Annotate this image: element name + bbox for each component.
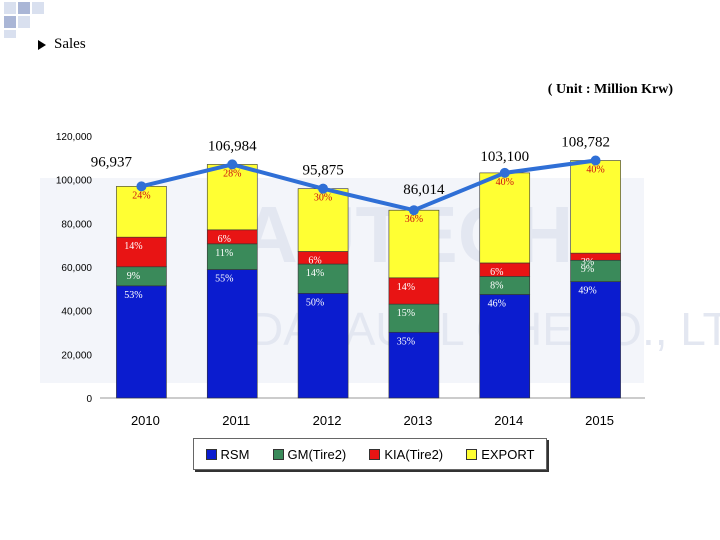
bar-segment [570,160,621,254]
bar-percent-label: 9% [581,264,594,275]
bar-segment [479,276,531,295]
bar-percent-label: 6% [490,267,503,278]
total-point [227,159,238,170]
legend-label-export: EXPORT [481,446,535,462]
x-tick-label: 2011 [222,413,250,428]
total-point [318,183,329,194]
legend-label-gm: GM(Tire2) [287,446,347,462]
bar-segment [479,262,531,277]
bar-segment [570,259,621,282]
legend-swatch-export [466,448,478,460]
bar-percent-label: 6% [218,234,231,245]
bar-percent-label: 36% [405,214,423,225]
bar-segment [116,285,167,399]
total-point [136,181,147,192]
bar-segment [206,269,258,399]
y-tick-label: 100,000 [56,176,93,187]
page-title: Sales [38,36,86,53]
total-label: 86,014 [403,182,445,198]
bar-percent-label: 40% [496,177,514,188]
x-tick-label: 2010 [131,413,160,428]
corner-decoration [0,0,60,40]
bar-percent-label: 8% [490,280,503,291]
legend-swatch-kia [369,448,381,460]
x-tick-label: 2012 [313,413,342,428]
legend-swatch-gm [272,448,284,460]
bar-segment [206,229,258,245]
x-tick-label: 2014 [494,413,523,428]
y-tick-label: 60,000 [61,263,92,274]
bar-segment [116,266,167,287]
total-label: 95,875 [302,163,343,179]
bar-segment [388,209,440,279]
bar-segment [297,188,349,252]
bar-percent-label: 30% [314,193,332,204]
bar-percent-label: 11% [215,248,233,259]
y-tick-label: 20,000 [61,350,92,361]
y-tick-label: 0 [86,394,92,405]
y-tick-label: 40,000 [61,307,92,318]
legend-item-export: EXPORT [466,447,534,462]
bar-percent-label: 14% [397,282,415,293]
x-tick-label: 2013 [403,413,432,428]
total-line [140,158,596,213]
bar-percent-label: 15% [397,308,415,319]
legend-label-kia: KIA(Tire2) [384,446,444,462]
bar-percent-label: 3% [581,257,594,268]
x-tick-label: 2015 [585,413,614,428]
bar-percent-label: 53% [124,290,142,301]
total-label: 108,782 [561,134,610,150]
unit-label: ( Unit : Million Krw) [547,82,673,97]
bar-percent-label: 6% [308,255,321,266]
bar-percent-label: 49% [578,286,596,297]
bar-percent-label: 40% [586,164,604,175]
legend-swatch-rsm [205,448,217,460]
bar-percent-label: 9% [127,271,140,282]
legend-item-gm: GM(Tire2) [272,446,347,462]
bar-segment [297,293,349,399]
total-label: 103,100 [480,149,529,165]
y-tick-label: 80,000 [61,219,92,230]
legend-item-kia: KIA(Tire2) [369,447,443,462]
total-point [408,205,419,216]
bar-percent-label: 35% [397,336,415,347]
bar-percent-label: 55% [215,274,233,285]
bar-segment [116,186,167,238]
y-tick-label: 120,000 [56,132,93,143]
bar-segment [388,331,440,399]
bar-segment [479,172,531,264]
bar-segment [297,251,349,265]
bar-segment [570,252,621,261]
bar-segment [479,294,531,399]
bar-percent-label: 46% [488,298,506,309]
total-point [499,167,510,178]
chart-legend: RSM GM(Tire2) KIA(Tire2) EXPORT [193,438,547,470]
total-point [590,155,601,166]
bar-percent-label: 50% [306,297,324,308]
bar-percent-label: 14% [306,268,324,279]
bar-percent-label: 14% [124,241,142,252]
legend-label-rsm: RSM [220,446,250,462]
total-label: 106,984 [208,138,257,154]
bar-segment [570,281,621,399]
bar-segment [388,303,440,333]
bar-percent-label: 28% [223,168,241,179]
bullet-triangle-icon [38,39,46,50]
bar-percent-label: 24% [132,190,150,201]
page-title-text: Sales [54,36,86,52]
legend-item-rsm: RSM [205,446,250,462]
total-label: 96,937 [91,154,133,170]
